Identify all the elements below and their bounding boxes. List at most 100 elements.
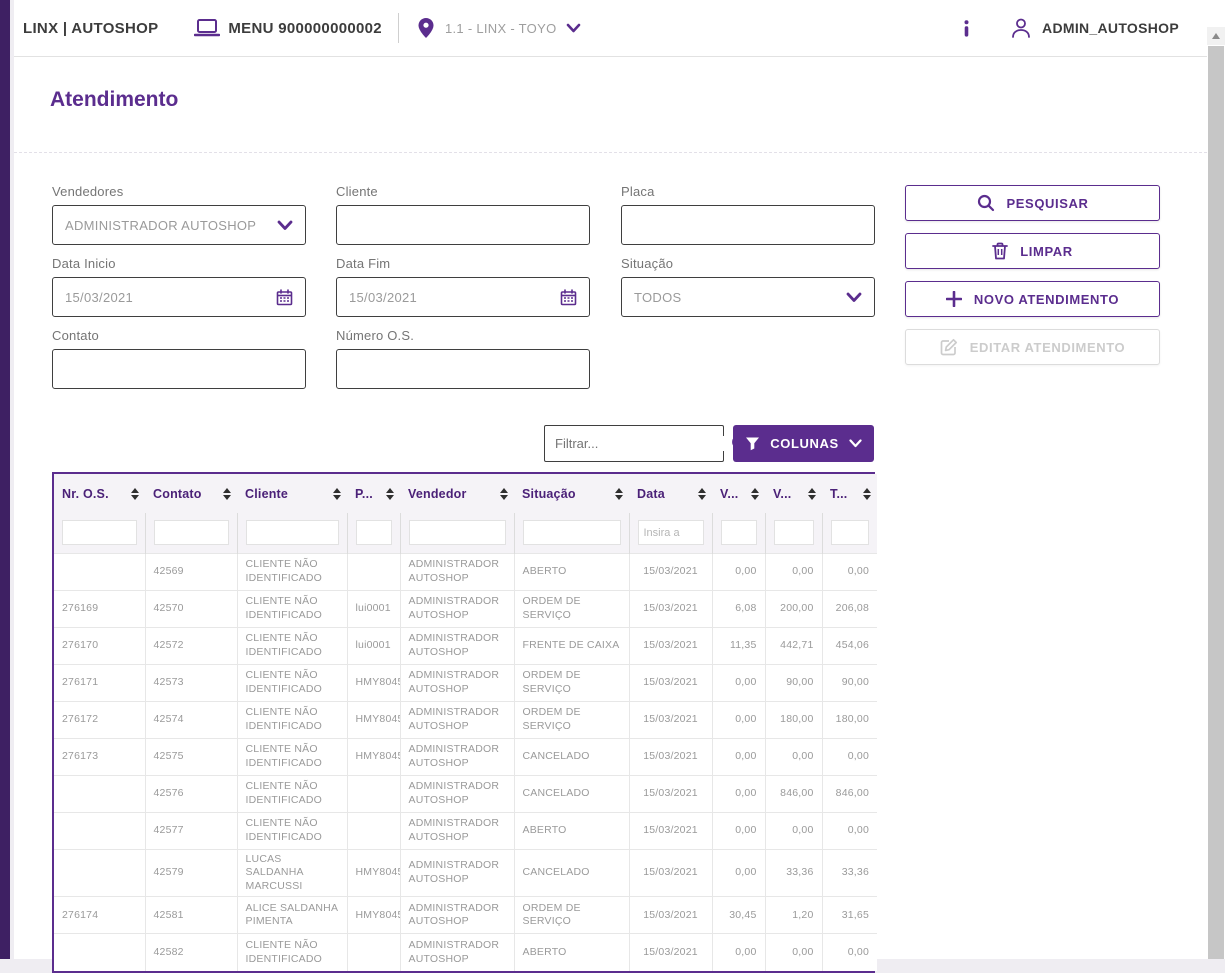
sort-icon[interactable] bbox=[751, 487, 759, 500]
sort-icon[interactable] bbox=[863, 487, 871, 500]
contato-label: Contato bbox=[52, 328, 99, 343]
table-cell: ADMINISTRADOR AUTOSHOP bbox=[399, 663, 514, 701]
table-cell: 15/03/2021 bbox=[628, 626, 712, 664]
table-cell: ALICE SALDANHA PIMENTA bbox=[236, 896, 347, 934]
limpar-button[interactable]: LIMPAR bbox=[905, 233, 1160, 269]
column-filter-input[interactable] bbox=[62, 520, 137, 546]
data-inicio-input[interactable]: 15/03/2021 bbox=[52, 277, 306, 317]
sort-icon[interactable] bbox=[500, 487, 508, 500]
novo-atendimento-button[interactable]: NOVO ATENDIMENTO bbox=[905, 281, 1160, 317]
cliente-input[interactable] bbox=[349, 206, 577, 244]
table-cell: 15/03/2021 bbox=[628, 589, 712, 627]
scrollbar-up-button[interactable] bbox=[1207, 27, 1225, 45]
table-row[interactable]: 276174 42581 ALICE SALDANHA PIMENTA HMY8045… bbox=[54, 896, 877, 934]
page-scrollbar[interactable] bbox=[1207, 0, 1225, 959]
column-header[interactable]: Situação bbox=[514, 474, 629, 513]
column-filter-input[interactable] bbox=[408, 520, 506, 546]
table-row[interactable]: 276169 42570 CLIENTE NÃO IDENTIFICADO lui00… bbox=[54, 589, 877, 627]
numero-os-input[interactable] bbox=[349, 350, 577, 388]
column-header[interactable]: V... bbox=[765, 474, 822, 513]
table-cell: ORDEM DE SERVIÇO bbox=[513, 700, 629, 738]
vendedores-select[interactable]: ADMINISTRADOR AUTOSHOP bbox=[52, 205, 306, 245]
table-filter-row bbox=[54, 513, 877, 553]
column-filter-input[interactable] bbox=[637, 520, 704, 546]
user-area: ADMIN_AUTOSHOP bbox=[963, 17, 1179, 39]
table-cell: FRENTE DE CAIXA bbox=[513, 626, 629, 664]
column-filter-input[interactable] bbox=[773, 520, 814, 546]
situacao-field: Situação TODOS bbox=[621, 256, 875, 317]
table-cell: 15/03/2021 bbox=[628, 933, 712, 971]
sort-icon[interactable] bbox=[223, 487, 231, 500]
column-header[interactable]: Vendedor bbox=[400, 474, 514, 513]
table-row[interactable]: 42582 CLIENTE NÃO IDENTIFICADO ADMINISTRAD… bbox=[54, 933, 877, 971]
table-cell: 0,00 bbox=[821, 811, 877, 849]
table-row[interactable]: 42576 CLIENTE NÃO IDENTIFICADO ADMINISTRAD… bbox=[54, 774, 877, 812]
column-header[interactable]: V... bbox=[712, 474, 765, 513]
sort-icon[interactable] bbox=[333, 487, 341, 500]
table-cell: 6,08 bbox=[711, 589, 765, 627]
contato-input[interactable] bbox=[65, 350, 293, 388]
sort-icon[interactable] bbox=[131, 487, 139, 500]
data-fim-input[interactable]: 15/03/2021 bbox=[336, 277, 590, 317]
column-header[interactable]: Cliente bbox=[237, 474, 347, 513]
column-header[interactable]: Nr. O.S. bbox=[54, 474, 145, 513]
sort-icon[interactable] bbox=[808, 487, 816, 500]
table-cell: 42581 bbox=[144, 896, 237, 934]
column-filter-input[interactable] bbox=[153, 520, 229, 546]
table-cell: 42576 bbox=[144, 774, 237, 812]
sort-icon[interactable] bbox=[386, 487, 394, 500]
info-icon[interactable] bbox=[963, 19, 970, 37]
table-cell: 30,45 bbox=[711, 896, 765, 934]
table-row[interactable]: 276173 42575 CLIENTE NÃO IDENTIFICADO HMY80… bbox=[54, 737, 877, 775]
column-header[interactable]: P... bbox=[347, 474, 400, 513]
table-row[interactable]: 42579 LUCAS SALDANHA MARCUSSI HMY8045 ADMIN… bbox=[54, 848, 877, 897]
table-cell: CANCELADO bbox=[513, 774, 629, 812]
table-cell: 42574 bbox=[144, 700, 237, 738]
table-cell: 0,00 bbox=[711, 933, 765, 971]
column-header[interactable]: Contato bbox=[145, 474, 237, 513]
calendar-icon[interactable] bbox=[560, 288, 577, 306]
editar-atendimento-button[interactable]: EDITAR ATENDIMENTO bbox=[905, 329, 1160, 365]
placa-input-wrap bbox=[621, 205, 875, 245]
column-filter-input[interactable] bbox=[245, 520, 339, 546]
scrollbar-thumb[interactable] bbox=[1208, 46, 1224, 959]
menu-selector[interactable]: MENU 900000000002 bbox=[194, 17, 382, 39]
table-row[interactable]: 42577 CLIENTE NÃO IDENTIFICADO ADMINISTRAD… bbox=[54, 811, 877, 849]
user-label[interactable]: ADMIN_AUTOSHOP bbox=[1042, 20, 1179, 36]
sort-icon[interactable] bbox=[615, 487, 623, 500]
topbar-divider bbox=[397, 13, 399, 43]
table-cell: 15/03/2021 bbox=[628, 552, 712, 590]
menu-label: MENU 900000000002 bbox=[228, 19, 382, 37]
table-filter-input[interactable] bbox=[555, 436, 731, 451]
table-row[interactable]: 276172 42574 CLIENTE NÃO IDENTIFICADO HMY80… bbox=[54, 700, 877, 738]
table-row[interactable]: 276170 42572 CLIENTE NÃO IDENTIFICADO lui00… bbox=[54, 626, 877, 664]
table-cell: HMY8045 bbox=[346, 896, 400, 934]
placa-field: Placa bbox=[621, 184, 875, 245]
pesquisar-button[interactable]: PESQUISAR bbox=[905, 185, 1160, 221]
table-cell: ADMINISTRADOR AUTOSHOP bbox=[399, 700, 514, 738]
situacao-select[interactable]: TODOS bbox=[621, 277, 875, 317]
column-filter-input[interactable] bbox=[830, 520, 869, 546]
column-header[interactable]: T... bbox=[822, 474, 877, 513]
table-cell: CLIENTE NÃO IDENTIFICADO bbox=[236, 737, 347, 775]
colunas-button[interactable]: COLUNAS bbox=[733, 425, 874, 462]
table-cell: 90,00 bbox=[764, 663, 822, 701]
store-selector[interactable]: 1.1 - LINX - TOYO bbox=[417, 17, 582, 39]
table-row[interactable]: 276171 42573 CLIENTE NÃO IDENTIFICADO HMY80… bbox=[54, 663, 877, 701]
column-filter-input[interactable] bbox=[522, 520, 621, 546]
table-cell: 0,00 bbox=[711, 663, 765, 701]
chevron-down-icon[interactable] bbox=[566, 23, 581, 33]
placa-input[interactable] bbox=[634, 206, 862, 244]
calendar-icon[interactable] bbox=[276, 288, 293, 306]
table-cell: 42579 bbox=[144, 848, 237, 897]
column-header[interactable]: Data bbox=[629, 474, 712, 513]
table-cell: 15/03/2021 bbox=[628, 737, 712, 775]
column-filter-input[interactable] bbox=[720, 520, 757, 546]
column-filter-input[interactable] bbox=[355, 520, 392, 546]
table-cell: CLIENTE NÃO IDENTIFICADO bbox=[236, 811, 347, 849]
table-cell: 15/03/2021 bbox=[628, 663, 712, 701]
sort-icon[interactable] bbox=[698, 487, 706, 500]
table-row[interactable]: 42569 CLIENTE NÃO IDENTIFICADO ADMINISTRAD… bbox=[54, 552, 877, 590]
contato-field: Contato bbox=[52, 328, 306, 389]
table-cell: 0,00 bbox=[711, 848, 765, 897]
